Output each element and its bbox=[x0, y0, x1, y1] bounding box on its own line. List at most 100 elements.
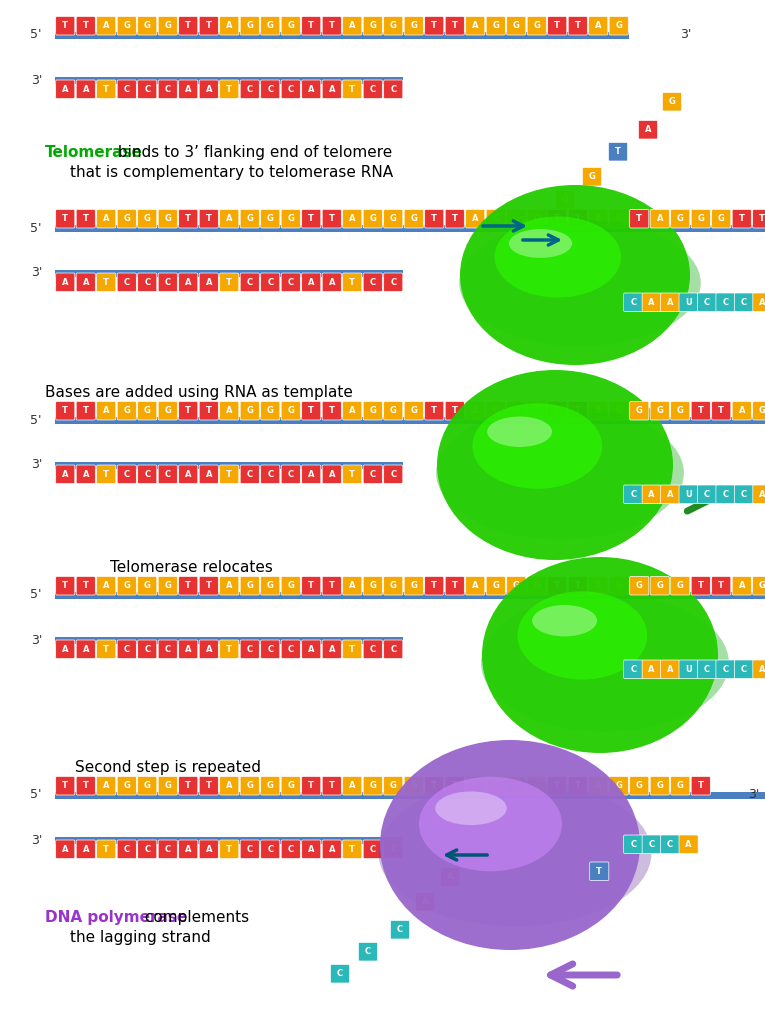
Text: A: A bbox=[595, 214, 601, 223]
FancyBboxPatch shape bbox=[322, 401, 341, 420]
Text: G: G bbox=[246, 781, 253, 791]
FancyBboxPatch shape bbox=[117, 80, 136, 98]
Text: T: T bbox=[83, 214, 89, 223]
Text: A: A bbox=[759, 489, 765, 499]
FancyBboxPatch shape bbox=[609, 577, 628, 595]
FancyBboxPatch shape bbox=[650, 401, 669, 420]
Text: C: C bbox=[246, 85, 252, 94]
Text: C: C bbox=[369, 85, 376, 94]
FancyBboxPatch shape bbox=[117, 401, 136, 420]
Text: A: A bbox=[595, 582, 601, 590]
FancyBboxPatch shape bbox=[322, 640, 341, 658]
Text: T: T bbox=[431, 582, 437, 590]
FancyBboxPatch shape bbox=[363, 840, 382, 858]
Text: C: C bbox=[390, 470, 396, 479]
Text: C: C bbox=[649, 840, 655, 849]
Text: T: T bbox=[226, 645, 233, 653]
Text: A: A bbox=[667, 489, 673, 499]
FancyBboxPatch shape bbox=[322, 16, 341, 35]
Text: G: G bbox=[656, 582, 663, 590]
FancyBboxPatch shape bbox=[527, 401, 546, 420]
Text: G: G bbox=[123, 582, 130, 590]
Text: A: A bbox=[308, 470, 314, 479]
FancyBboxPatch shape bbox=[158, 840, 177, 858]
FancyBboxPatch shape bbox=[301, 401, 321, 420]
FancyBboxPatch shape bbox=[623, 293, 643, 311]
FancyBboxPatch shape bbox=[384, 776, 403, 795]
FancyBboxPatch shape bbox=[282, 210, 301, 228]
Text: A: A bbox=[62, 470, 69, 479]
Text: A: A bbox=[226, 407, 233, 415]
FancyBboxPatch shape bbox=[343, 640, 362, 658]
FancyBboxPatch shape bbox=[322, 80, 341, 98]
FancyBboxPatch shape bbox=[282, 16, 301, 35]
Text: A: A bbox=[103, 407, 109, 415]
FancyBboxPatch shape bbox=[363, 273, 382, 292]
FancyBboxPatch shape bbox=[158, 776, 177, 795]
FancyBboxPatch shape bbox=[240, 577, 259, 595]
Text: C: C bbox=[722, 298, 728, 307]
FancyBboxPatch shape bbox=[660, 660, 679, 679]
Text: C: C bbox=[164, 470, 171, 479]
Ellipse shape bbox=[509, 229, 572, 258]
FancyBboxPatch shape bbox=[698, 485, 717, 504]
Text: G: G bbox=[533, 407, 540, 415]
FancyBboxPatch shape bbox=[590, 862, 609, 881]
Text: T: T bbox=[636, 214, 642, 223]
Text: G: G bbox=[369, 22, 376, 31]
Text: 3': 3' bbox=[31, 266, 42, 280]
FancyBboxPatch shape bbox=[301, 16, 321, 35]
Ellipse shape bbox=[482, 557, 718, 753]
FancyBboxPatch shape bbox=[117, 210, 136, 228]
FancyBboxPatch shape bbox=[660, 485, 679, 504]
Text: A: A bbox=[759, 298, 765, 307]
FancyBboxPatch shape bbox=[220, 840, 239, 858]
Text: C: C bbox=[124, 85, 130, 94]
Text: T: T bbox=[698, 407, 704, 415]
FancyBboxPatch shape bbox=[282, 840, 301, 858]
Text: A: A bbox=[103, 781, 109, 791]
FancyBboxPatch shape bbox=[527, 210, 546, 228]
Text: G: G bbox=[164, 214, 171, 223]
FancyBboxPatch shape bbox=[96, 465, 116, 483]
Ellipse shape bbox=[459, 220, 701, 346]
Text: T: T bbox=[555, 582, 560, 590]
Text: G: G bbox=[410, 22, 417, 31]
Text: T: T bbox=[555, 22, 560, 31]
Text: A: A bbox=[685, 840, 692, 849]
Text: T: T bbox=[537, 215, 543, 224]
Text: G: G bbox=[615, 781, 622, 791]
Ellipse shape bbox=[532, 605, 597, 636]
FancyBboxPatch shape bbox=[363, 776, 382, 795]
FancyBboxPatch shape bbox=[138, 273, 157, 292]
Text: T: T bbox=[308, 781, 314, 791]
Text: A: A bbox=[422, 897, 428, 906]
FancyBboxPatch shape bbox=[390, 921, 409, 939]
Text: G: G bbox=[615, 214, 622, 223]
FancyBboxPatch shape bbox=[117, 840, 136, 858]
FancyBboxPatch shape bbox=[343, 401, 362, 420]
FancyBboxPatch shape bbox=[506, 16, 526, 35]
FancyBboxPatch shape bbox=[343, 273, 362, 292]
FancyBboxPatch shape bbox=[117, 577, 136, 595]
FancyBboxPatch shape bbox=[179, 273, 198, 292]
FancyBboxPatch shape bbox=[158, 640, 177, 658]
FancyBboxPatch shape bbox=[425, 401, 444, 420]
Text: C: C bbox=[164, 85, 171, 94]
FancyBboxPatch shape bbox=[589, 16, 608, 35]
Text: G: G bbox=[369, 214, 376, 223]
Text: T: T bbox=[103, 85, 109, 94]
FancyBboxPatch shape bbox=[179, 577, 198, 595]
FancyBboxPatch shape bbox=[698, 660, 717, 679]
Text: 5': 5' bbox=[31, 29, 42, 42]
Text: A: A bbox=[308, 845, 314, 854]
Text: A: A bbox=[62, 278, 69, 287]
FancyBboxPatch shape bbox=[199, 401, 218, 420]
FancyBboxPatch shape bbox=[240, 776, 259, 795]
Text: A: A bbox=[62, 85, 69, 94]
Text: T: T bbox=[452, 582, 457, 590]
FancyBboxPatch shape bbox=[322, 210, 341, 228]
FancyBboxPatch shape bbox=[322, 465, 341, 483]
Text: C: C bbox=[390, 845, 396, 854]
FancyBboxPatch shape bbox=[506, 776, 526, 795]
